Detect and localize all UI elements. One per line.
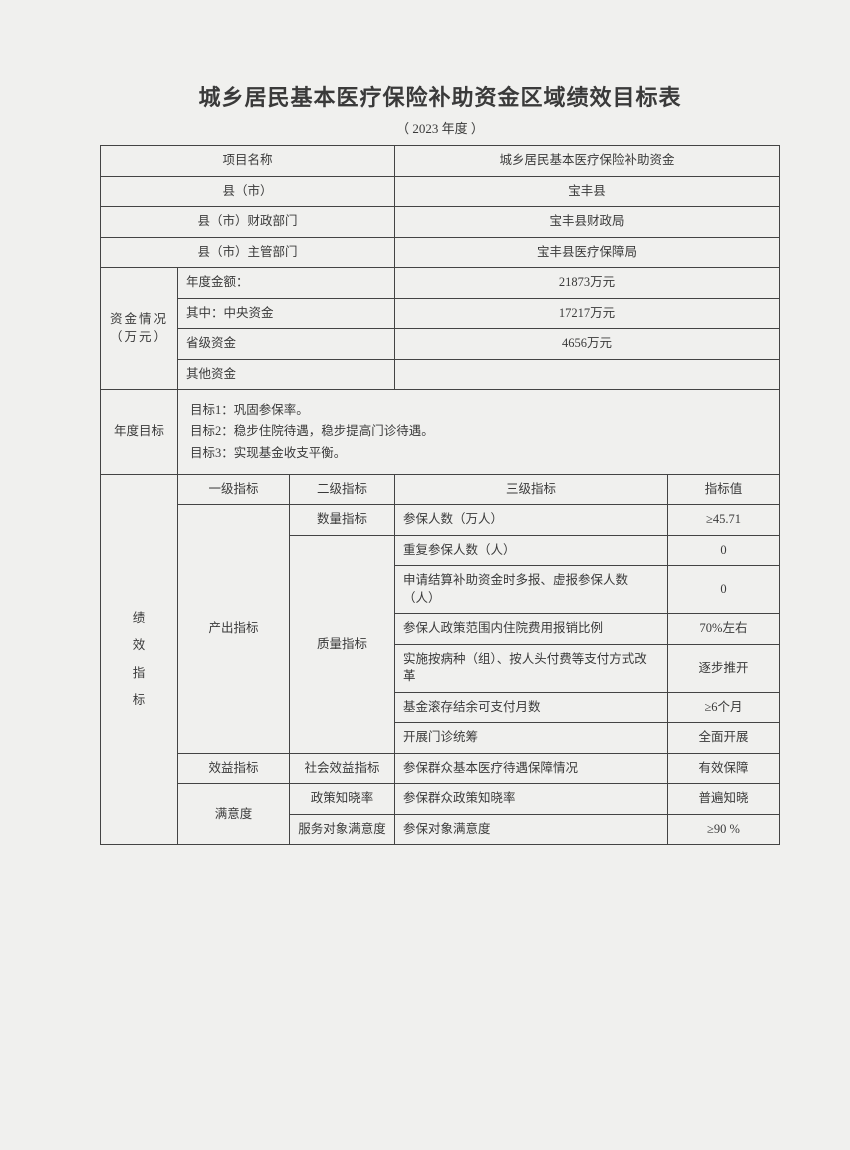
annual-amount-value: 21873万元 <box>395 268 780 299</box>
finance-dept-value: 宝丰县财政局 <box>395 207 780 238</box>
admin-dept-label: 县（市）主管部门 <box>101 237 395 268</box>
central-funds-label: 其中：中央资金 <box>178 298 395 329</box>
r8-val: 有效保障 <box>668 753 780 784</box>
central-funds-value: 17217万元 <box>395 298 780 329</box>
table-row: 效益指标 社会效益指标 参保群众基本医疗待遇保障情况 有效保障 <box>101 753 780 784</box>
quality-indicator-label: 质量指标 <box>290 535 395 753</box>
r4-l3: 参保人政策范围内住院费用报销比例 <box>395 614 668 645</box>
annual-goal-label: 年度目标 <box>101 390 178 475</box>
goal-line-2: 目标2：稳步住院待遇，稳步提高门诊待遇。 <box>190 421 767 442</box>
table-row: 县（市）财政部门 宝丰县财政局 <box>101 207 780 238</box>
table-row: 产出指标 数量指标 参保人数（万人） ≥45.71 <box>101 505 780 536</box>
funds-section-label: 资金情况（万元） <box>101 268 178 390</box>
table-row: 县（市） 宝丰县 <box>101 176 780 207</box>
finance-dept-label: 县（市）财政部门 <box>101 207 395 238</box>
header-l3: 三级指标 <box>395 474 668 505</box>
provincial-funds-value: 4656万元 <box>395 329 780 360</box>
social-benefit-label: 社会效益指标 <box>290 753 395 784</box>
service-sat-label: 服务对象满意度 <box>290 814 395 845</box>
other-funds-value <box>395 359 780 390</box>
r3-l3: 申请结算补助资金时多报、虚报参保人数（人） <box>395 566 668 614</box>
r1-val: ≥45.71 <box>668 505 780 536</box>
benefit-indicator-label: 效益指标 <box>178 753 290 784</box>
table-row: 年度目标 目标1：巩固参保率。 目标2：稳步住院待遇，稳步提高门诊待遇。 目标3… <box>101 390 780 475</box>
table-row: 项目名称 城乡居民基本医疗保险补助资金 <box>101 146 780 177</box>
r8-l3: 参保群众基本医疗待遇保障情况 <box>395 753 668 784</box>
r5-l3: 实施按病种（组）、按人头付费等支付方式改革 <box>395 644 668 692</box>
table-row: 省级资金 4656万元 <box>101 329 780 360</box>
table-row: 其中：中央资金 17217万元 <box>101 298 780 329</box>
r10-l3: 参保对象满意度 <box>395 814 668 845</box>
output-indicator-label: 产出指标 <box>178 505 290 754</box>
header-val: 指标值 <box>668 474 780 505</box>
page-subtitle: （ 2023 年度 ） <box>100 118 780 137</box>
county-label: 县（市） <box>101 176 395 207</box>
provincial-funds-label: 省级资金 <box>178 329 395 360</box>
r7-l3: 开展门诊统筹 <box>395 723 668 754</box>
project-name-value: 城乡居民基本医疗保险补助资金 <box>395 146 780 177</box>
table-row: 资金情况（万元） 年度金额： 21873万元 <box>101 268 780 299</box>
header-l2: 二级指标 <box>290 474 395 505</box>
county-value: 宝丰县 <box>395 176 780 207</box>
table-row: 满意度 政策知晓率 参保群众政策知晓率 普遍知晓 <box>101 784 780 815</box>
r2-l3: 重复参保人数（人） <box>395 535 668 566</box>
header-l1: 一级指标 <box>178 474 290 505</box>
table-row: 其他资金 <box>101 359 780 390</box>
r9-val: 普遍知晓 <box>668 784 780 815</box>
r9-l3: 参保群众政策知晓率 <box>395 784 668 815</box>
main-table: 项目名称 城乡居民基本医疗保险补助资金 县（市） 宝丰县 县（市）财政部门 宝丰… <box>100 145 780 845</box>
annual-goal-content: 目标1：巩固参保率。 目标2：稳步住院待遇，稳步提高门诊待遇。 目标3：实现基金… <box>178 390 780 475</box>
project-name-label: 项目名称 <box>101 146 395 177</box>
page-title: 城乡居民基本医疗保险补助资金区域绩效目标表 <box>100 80 780 112</box>
table-row: 县（市）主管部门 宝丰县医疗保障局 <box>101 237 780 268</box>
r3-val: 0 <box>668 566 780 614</box>
r10-val: ≥90 % <box>668 814 780 845</box>
qty-indicator-label: 数量指标 <box>290 505 395 536</box>
r2-val: 0 <box>668 535 780 566</box>
indicators-section-label: 绩效指标 <box>101 474 178 845</box>
r4-val: 70%左右 <box>668 614 780 645</box>
table-row: 绩效指标 一级指标 二级指标 三级指标 指标值 <box>101 474 780 505</box>
r6-val: ≥6个月 <box>668 692 780 723</box>
r6-l3: 基金滚存结余可支付月数 <box>395 692 668 723</box>
indicators-section-text: 绩效指标 <box>109 605 169 715</box>
satisfaction-label: 满意度 <box>178 784 290 845</box>
goal-line-1: 目标1：巩固参保率。 <box>190 400 767 421</box>
r7-val: 全面开展 <box>668 723 780 754</box>
r1-l3: 参保人数（万人） <box>395 505 668 536</box>
policy-aware-label: 政策知晓率 <box>290 784 395 815</box>
other-funds-label: 其他资金 <box>178 359 395 390</box>
annual-amount-label: 年度金额： <box>178 268 395 299</box>
r5-val: 逐步推开 <box>668 644 780 692</box>
admin-dept-value: 宝丰县医疗保障局 <box>395 237 780 268</box>
goal-line-3: 目标3：实现基金收支平衡。 <box>190 443 767 464</box>
